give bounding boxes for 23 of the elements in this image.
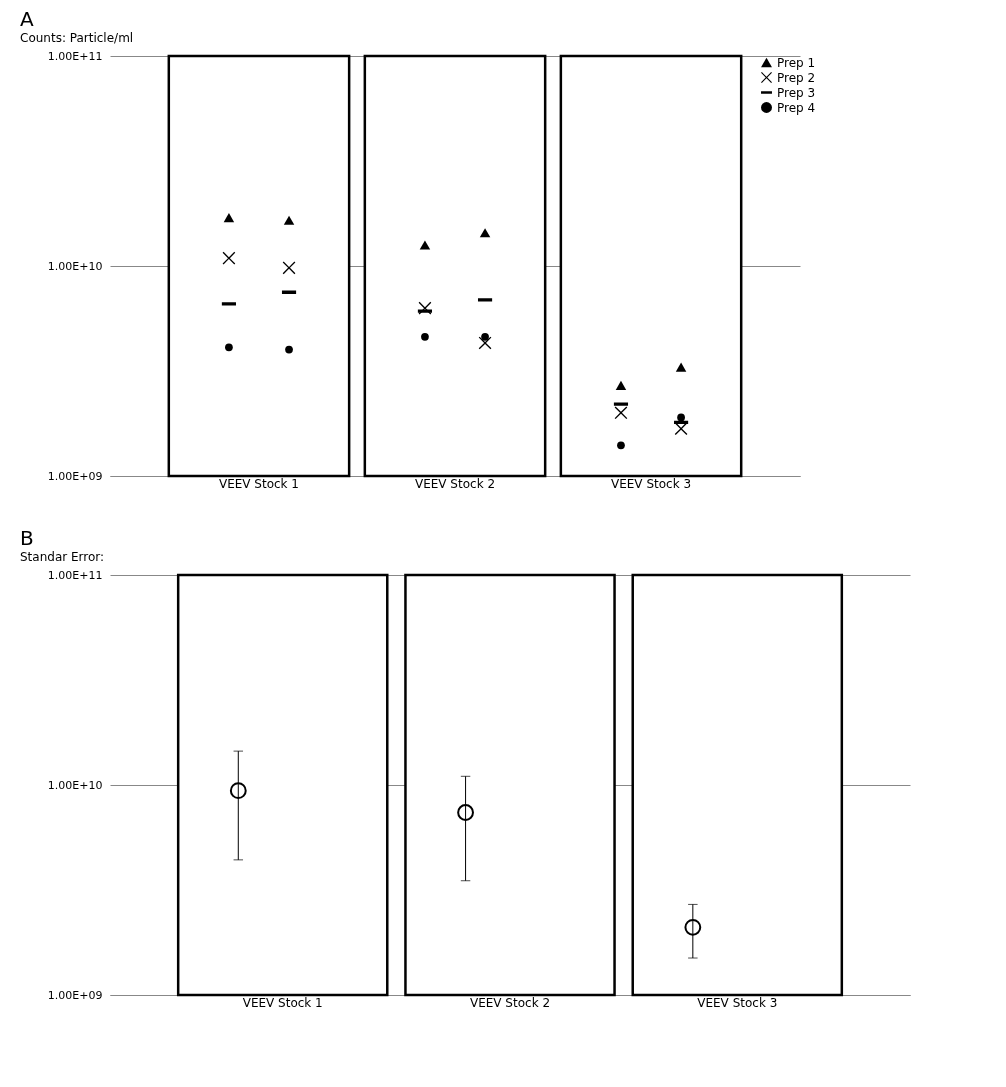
legend-label: Prep 3 — [777, 85, 816, 100]
chart-subtitle: Standar Error: — [20, 550, 105, 564]
y-tick-label: 1.00E+10 — [47, 778, 103, 792]
x-tick-label: VEEV Stock 1 — [218, 476, 300, 491]
chart-title: B — [20, 526, 34, 550]
y-tick-label: 1.00E+10 — [47, 259, 103, 273]
y-tick-label: 1.00E+11 — [47, 49, 103, 63]
chart-subtitle: Counts: Particle/ml — [20, 31, 134, 45]
x-tick-label: VEEV Stock 2 — [469, 995, 551, 1010]
point — [457, 804, 474, 821]
y-tick-label: 1.00E+11 — [47, 568, 103, 582]
chart-title: A — [20, 7, 34, 31]
x-tick-label: VEEV Stock 3 — [610, 476, 692, 491]
legend-label: Prep 4 — [777, 100, 816, 115]
x-tick-label: VEEV Stock 3 — [697, 995, 778, 1010]
point — [684, 918, 702, 936]
y-tick-label: 1.00E+09 — [47, 469, 103, 483]
x-tick-label: VEEV Stock 2 — [414, 476, 496, 491]
point — [229, 782, 247, 800]
y-tick-label: 1.00E+09 — [47, 988, 103, 1002]
legend-label: Prep 2 — [777, 70, 816, 85]
legend-label: Prep 1 — [777, 55, 816, 70]
x-tick-label: VEEV Stock 1 — [242, 995, 323, 1010]
